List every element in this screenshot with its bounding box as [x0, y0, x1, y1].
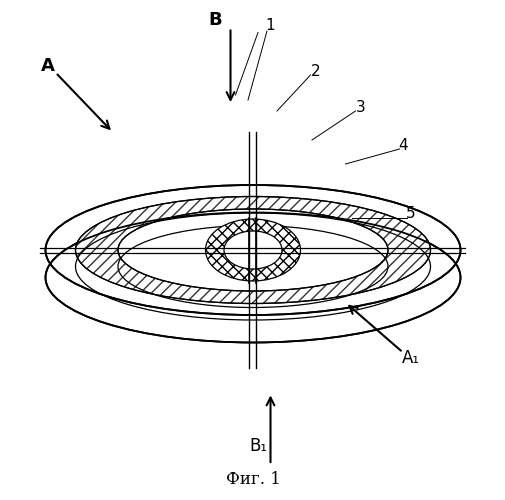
Ellipse shape: [75, 196, 430, 304]
Ellipse shape: [75, 196, 430, 304]
Text: 3: 3: [355, 100, 365, 115]
Text: 1: 1: [265, 18, 275, 34]
Text: A₁: A₁: [400, 349, 419, 367]
Ellipse shape: [118, 209, 387, 291]
Ellipse shape: [45, 212, 460, 342]
Text: В₁: В₁: [248, 437, 267, 455]
Ellipse shape: [205, 219, 300, 281]
Ellipse shape: [118, 209, 387, 291]
Ellipse shape: [224, 231, 281, 269]
Text: A: A: [41, 57, 55, 75]
Text: 2: 2: [310, 64, 320, 78]
Text: 5: 5: [405, 206, 415, 222]
Text: Фиг. 1: Фиг. 1: [225, 470, 280, 488]
Text: 4: 4: [397, 138, 407, 152]
Text: В: В: [208, 11, 222, 29]
Ellipse shape: [118, 209, 387, 291]
